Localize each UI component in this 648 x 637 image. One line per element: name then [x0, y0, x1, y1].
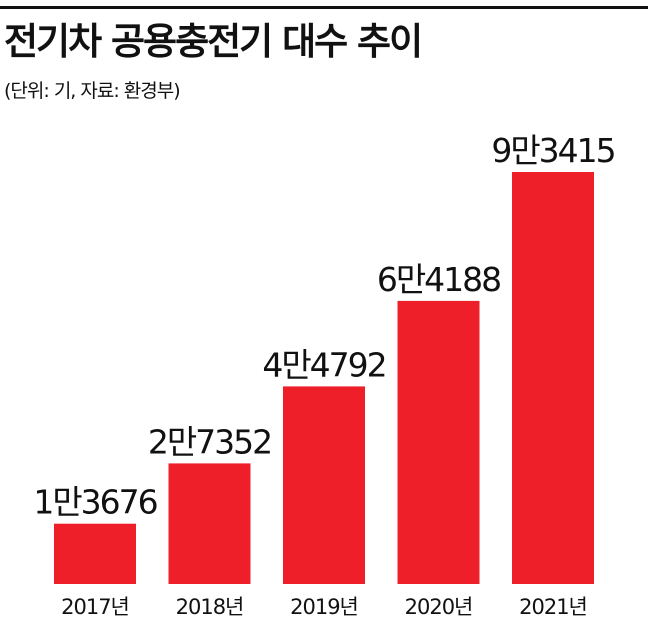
bar-value-label: 4만4792 [262, 345, 385, 384]
bar-2018년 [168, 463, 251, 584]
bar-2021년 [512, 172, 594, 584]
bar-2020년 [397, 300, 480, 584]
x-tick-label: 2021년 [519, 595, 587, 619]
x-tick-label: 2017년 [61, 595, 129, 619]
top-rule [0, 6, 648, 9]
bar-value-label: 6만4188 [377, 260, 500, 299]
bar-value-label: 2만7352 [148, 422, 271, 461]
x-tick-label: 2018년 [176, 595, 244, 619]
chart-subtitle: (단위: 기, 자료: 환경부) [4, 80, 181, 102]
chart-title: 전기차 공용충전기 대수 추이 [4, 20, 423, 63]
bar-value-label: 9만3415 [491, 131, 614, 170]
bar-2019년 [283, 386, 365, 584]
bar-2017년 [54, 523, 136, 584]
bar-value-label: 1만3676 [33, 483, 156, 522]
x-tick-label: 2019년 [290, 595, 358, 619]
x-tick-label: 2020년 [405, 595, 473, 619]
